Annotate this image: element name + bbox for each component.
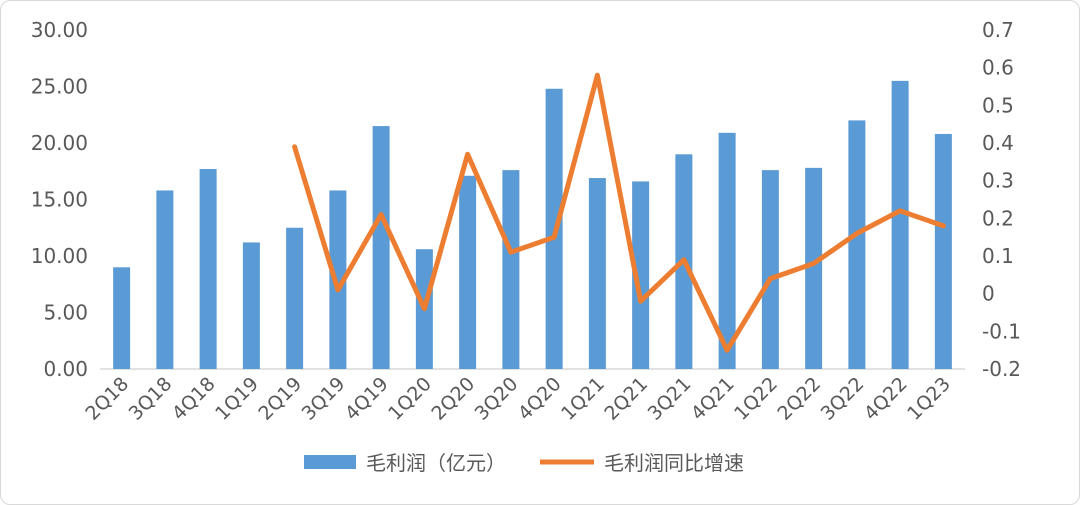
right-y-tick-label: -0.1 — [982, 319, 1021, 343]
bar — [286, 227, 304, 369]
x-tick-label: 2Q21 — [600, 373, 652, 425]
x-tick-label: 4Q22 — [860, 373, 912, 425]
right-y-tick-label: 0.2 — [982, 206, 1014, 230]
left-y-tick-label: 0.00 — [43, 357, 88, 381]
right-y-tick-label: 0.6 — [982, 56, 1014, 80]
right-y-tick-label: 0.4 — [982, 131, 1014, 155]
legend-swatch-bar — [304, 455, 356, 469]
right-y-tick-label: 0 — [982, 282, 995, 306]
right-y-tick-label: 0.7 — [982, 18, 1014, 42]
bar — [934, 133, 952, 369]
bar — [459, 175, 477, 369]
x-tick-label: 3Q19 — [298, 373, 350, 425]
left-y-tick-label: 5.00 — [43, 301, 88, 325]
bar — [718, 132, 736, 369]
x-tick-label: 4Q21 — [687, 373, 739, 425]
x-tick-label: 4Q18 — [168, 373, 220, 425]
legend-label-bar: 毛利润（亿元） — [366, 451, 506, 475]
legend: 毛利润（亿元） 毛利润同比增速 — [304, 451, 744, 475]
bar — [156, 190, 174, 369]
bar — [199, 168, 217, 369]
x-tick-label: 1Q21 — [557, 373, 609, 425]
x-tick-label: 3Q20 — [471, 373, 523, 425]
x-tick-label: 3Q18 — [125, 373, 177, 425]
bar — [588, 178, 606, 369]
legend-label-line: 毛利润同比增速 — [604, 451, 744, 475]
series-line — [292, 72, 946, 353]
left-y-tick-label: 15.00 — [31, 188, 88, 212]
x-axis: 2Q183Q184Q181Q192Q193Q194Q191Q202Q203Q20… — [81, 373, 955, 425]
bar — [242, 242, 260, 369]
right-y-tick-label: -0.2 — [982, 357, 1021, 381]
x-tick-label: 1Q22 — [730, 373, 782, 425]
left-y-tick-label: 25.00 — [31, 75, 88, 99]
bar — [761, 170, 779, 369]
bar — [502, 170, 520, 369]
bar — [848, 120, 866, 370]
bar — [632, 181, 650, 369]
right-y-tick-label: 0.5 — [982, 93, 1014, 117]
x-tick-label: 2Q18 — [81, 373, 133, 425]
bar — [113, 267, 131, 369]
x-tick-label: 2Q20 — [427, 373, 479, 425]
bar — [372, 126, 390, 369]
right-y-tick-label: 0.3 — [982, 169, 1014, 193]
x-tick-label: 3Q22 — [817, 373, 869, 425]
bar — [329, 190, 347, 369]
x-tick-label: 2Q22 — [773, 373, 825, 425]
x-tick-label: 3Q21 — [644, 373, 696, 425]
line-series-yoy-growth — [292, 72, 946, 353]
bar — [805, 167, 823, 369]
x-tick-label: 1Q20 — [384, 373, 436, 425]
right-y-axis: -0.2 -0.1 0 0.1 0.2 0.3 0.4 0.5 0.6 0.7 — [982, 18, 1021, 381]
x-tick-label: 4Q20 — [514, 373, 566, 425]
right-y-tick-label: 0.1 — [982, 244, 1014, 268]
bar-series-gross-profit — [113, 80, 952, 370]
left-y-tick-label: 30.00 — [31, 18, 88, 42]
left-y-tick-label: 20.00 — [31, 131, 88, 155]
x-tick-label: 2Q19 — [254, 373, 306, 425]
left-y-tick-label: 10.00 — [31, 244, 88, 268]
bar — [891, 80, 909, 369]
x-tick-label: 1Q23 — [903, 373, 955, 425]
x-tick-label: 4Q19 — [341, 373, 393, 425]
x-tick-label: 1Q19 — [211, 373, 263, 425]
left-y-axis: 0.00 5.00 10.00 15.00 20.00 25.00 30.00 — [31, 18, 88, 381]
